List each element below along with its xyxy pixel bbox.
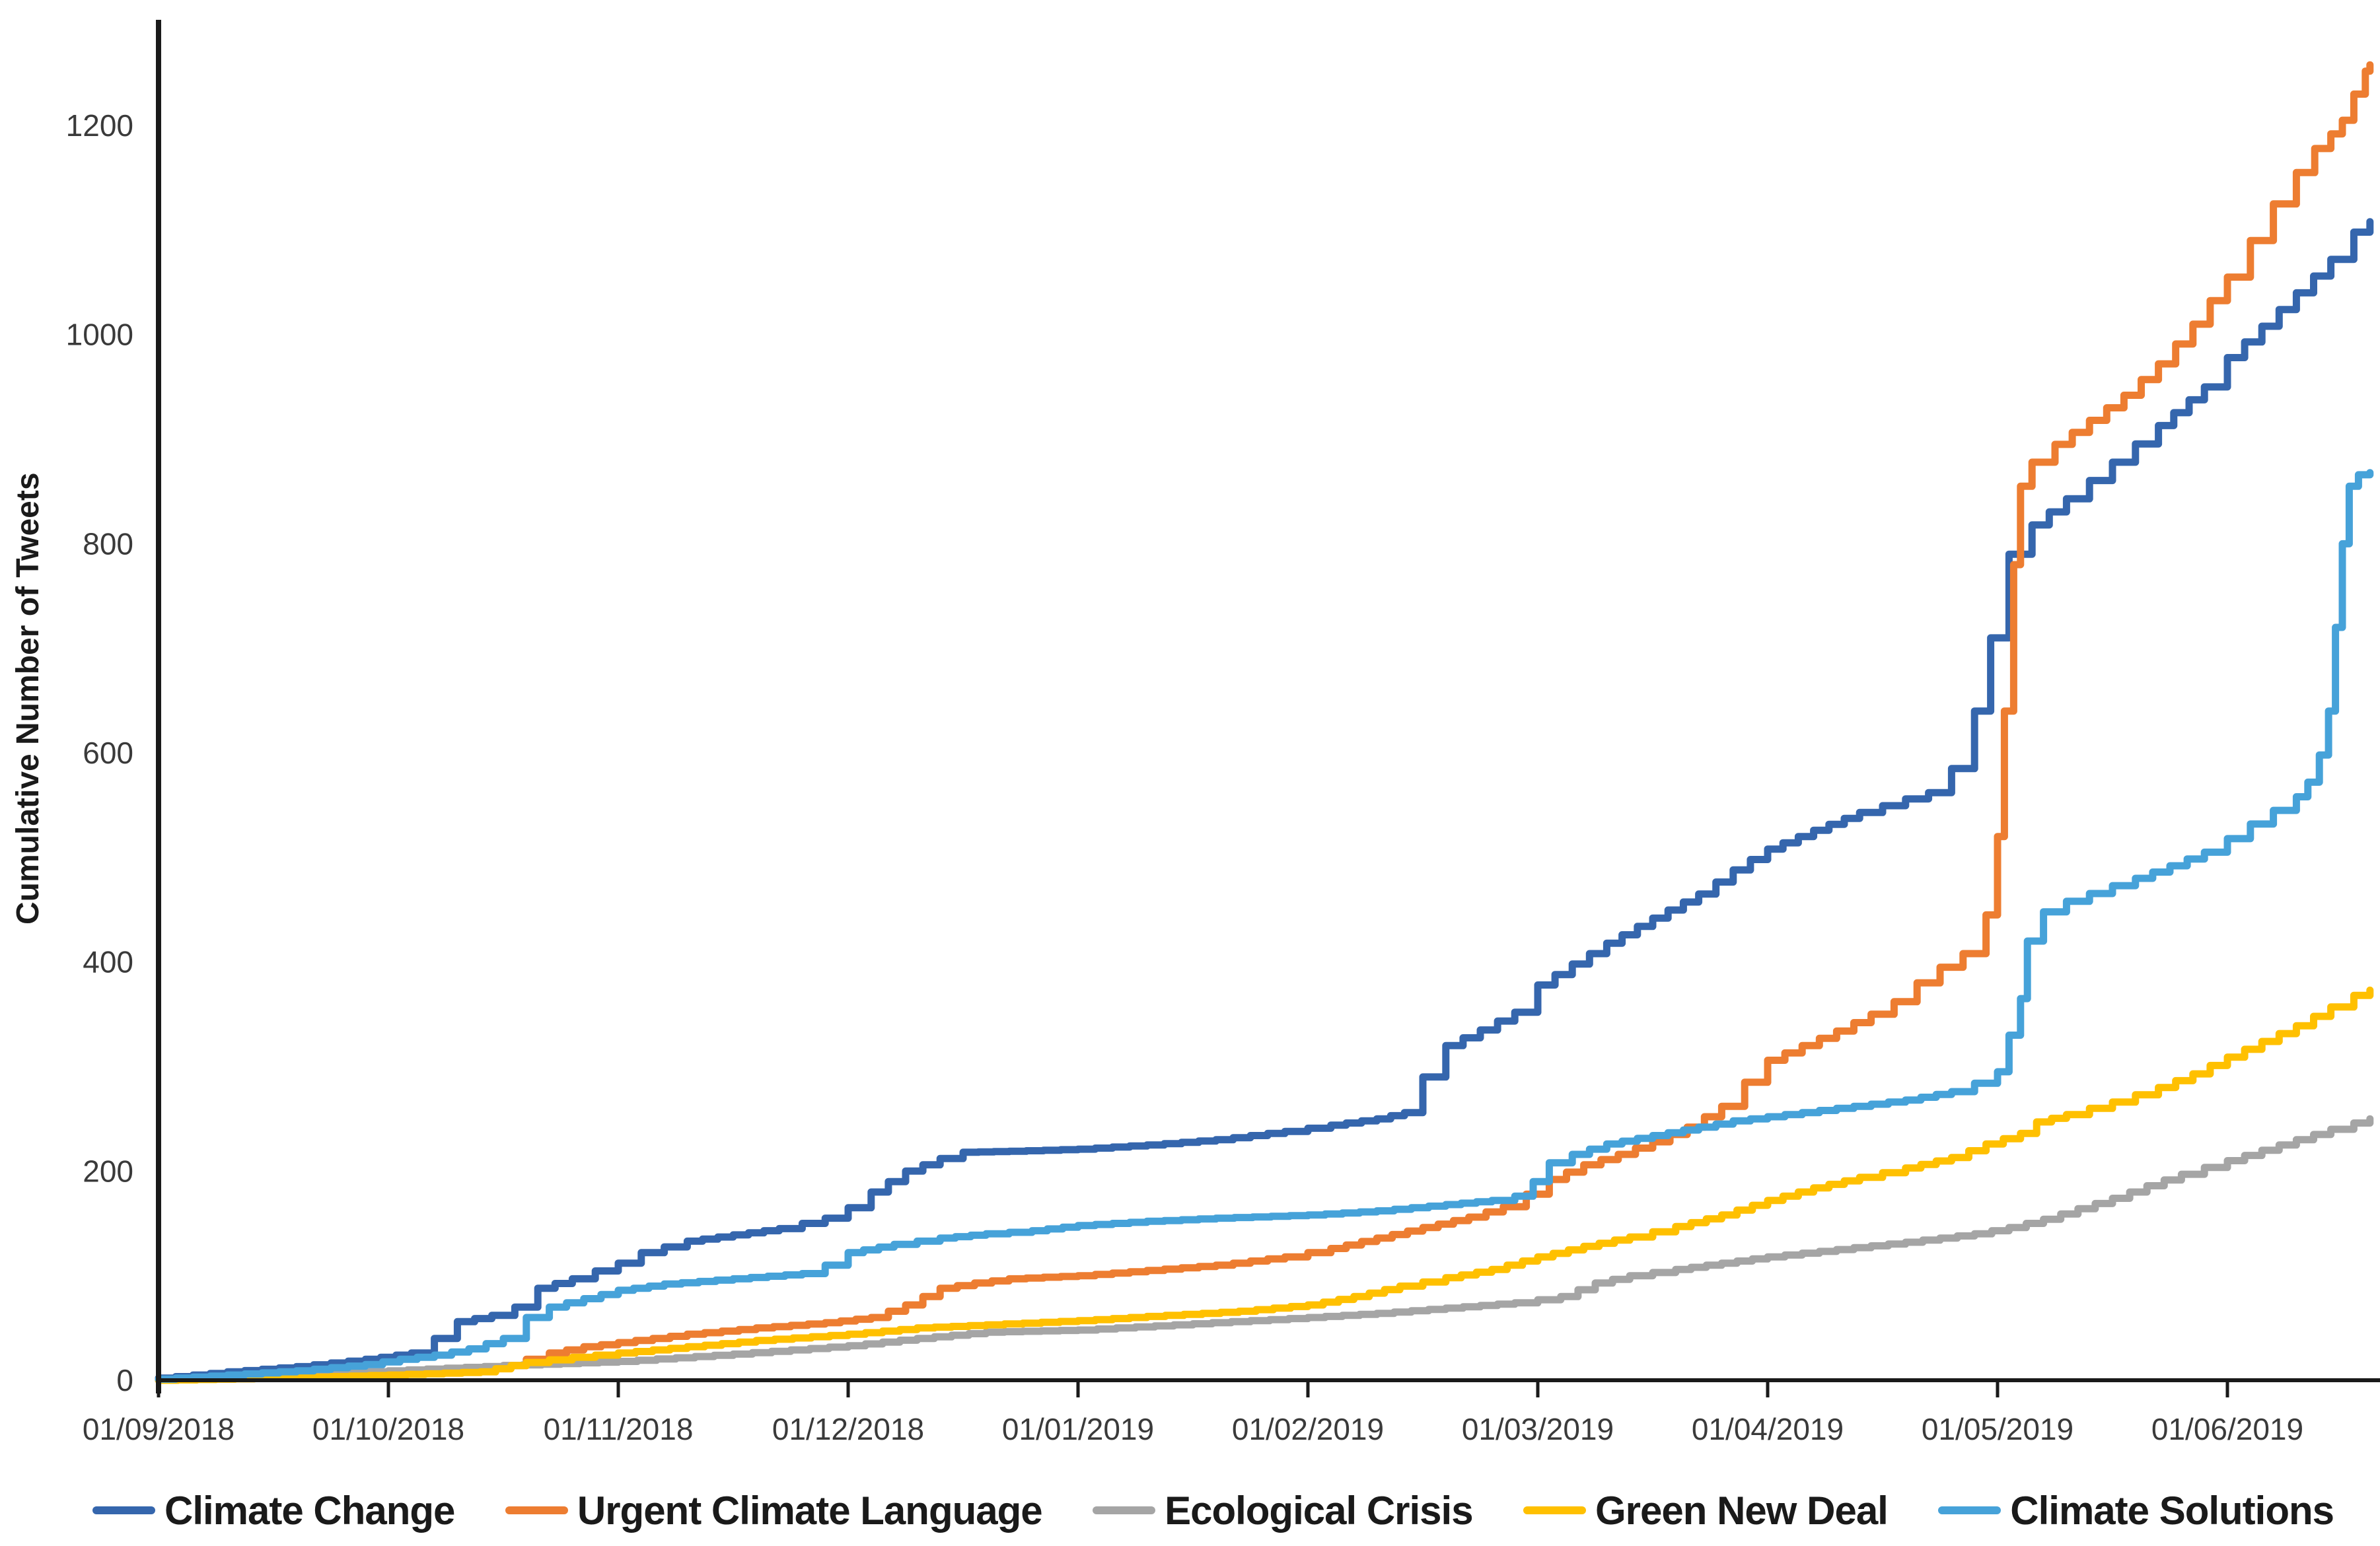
y-tick-label: 600 — [83, 736, 133, 770]
legend-item-urgent-climate-language: Urgent Climate Language — [505, 1488, 1043, 1533]
legend-item-climate-solutions: Climate Solutions — [1938, 1488, 2334, 1533]
x-tick-label: 01/03/2019 — [1462, 1412, 1614, 1446]
legend-swatch-icon — [505, 1506, 568, 1514]
y-tick-label: 1000 — [66, 318, 133, 352]
legend-swatch-icon — [1093, 1506, 1156, 1514]
x-tick-label: 01/09/2018 — [83, 1412, 234, 1446]
legend-item-ecological-crisis: Ecological Crisis — [1093, 1488, 1474, 1533]
legend-label: Climate Solutions — [2010, 1488, 2334, 1533]
series-line-climate-change — [155, 218, 2374, 1382]
legend-item-climate-change: Climate Change — [92, 1488, 455, 1533]
y-tick-label: 800 — [83, 526, 133, 561]
y-tick-label: 200 — [83, 1154, 133, 1188]
y-tick-label: 0 — [116, 1363, 133, 1397]
legend-item-green-new-deal: Green New Deal — [1523, 1488, 1889, 1533]
series-line-climate-solutions — [155, 469, 2374, 1383]
x-tick-label: 01/10/2018 — [312, 1412, 464, 1446]
chart-legend: Climate Change Urgent Climate Language Eco… — [92, 1481, 2334, 1540]
y-tick-label: 1200 — [66, 108, 133, 143]
y-axis-title: Cumulative Number of Tweets — [11, 472, 46, 925]
legend-label: Green New Deal — [1595, 1488, 1889, 1533]
x-tick-label: 01/01/2019 — [1002, 1412, 1154, 1446]
x-tick-label: 01/06/2019 — [2151, 1412, 2303, 1446]
legend-swatch-icon — [1938, 1506, 2001, 1514]
axes: 0 200 400 600 800 1000 1200 01/09/2018 01/10/201… — [66, 20, 2380, 1446]
legend-label: Climate Change — [164, 1488, 455, 1533]
y-tick-label: 400 — [83, 945, 133, 979]
legend-label: Ecological Crisis — [1165, 1488, 1474, 1533]
x-tick-label: 01/12/2018 — [772, 1412, 924, 1446]
series-line-green-new-deal — [155, 986, 2374, 1384]
plot-area — [155, 61, 2374, 1384]
series-line-urgent-climate-language — [155, 61, 2374, 1384]
legend-swatch-icon — [1523, 1506, 1586, 1514]
legend-swatch-icon — [92, 1506, 155, 1514]
legend-label: Urgent Climate Language — [577, 1488, 1043, 1533]
x-tick-label: 01/02/2019 — [1232, 1412, 1384, 1446]
x-tick-label: 01/04/2019 — [1692, 1412, 1844, 1446]
x-tick-label: 01/05/2019 — [1922, 1412, 2073, 1446]
x-tick-label: 01/11/2018 — [544, 1412, 694, 1446]
